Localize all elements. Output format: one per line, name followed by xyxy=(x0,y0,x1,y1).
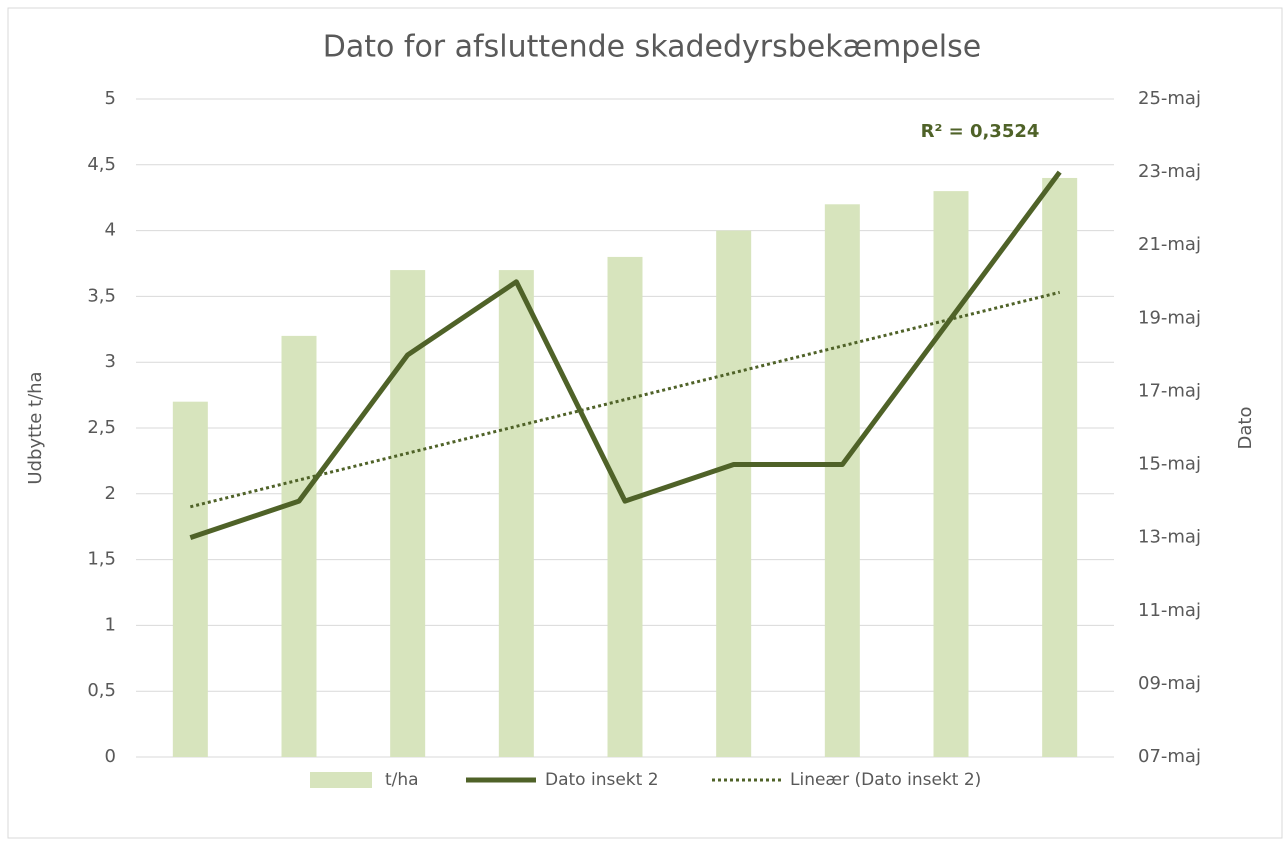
y2-tick-label: 15-maj xyxy=(1138,454,1201,475)
bar xyxy=(172,401,208,757)
bar xyxy=(716,230,752,758)
y-axis-title: Udbytte t/ha xyxy=(25,371,46,484)
y2-tick-label: 13-maj xyxy=(1138,527,1201,548)
y2-axis-title: Dato xyxy=(1235,407,1256,450)
legend-label: Lineær (Dato insekt 2) xyxy=(790,770,981,790)
y-tick-label: 0 xyxy=(105,746,116,767)
legend-label: t/ha xyxy=(385,770,419,790)
y-tick-label: 3 xyxy=(105,351,116,372)
bar xyxy=(390,270,426,757)
y-tick-label: 2 xyxy=(105,483,116,504)
bar xyxy=(607,256,643,757)
y2-tick-label: 21-maj xyxy=(1138,234,1201,255)
y-tick-label: 4,5 xyxy=(87,154,116,175)
y2-tick-label: 17-maj xyxy=(1138,380,1201,401)
y2-tick-label: 19-maj xyxy=(1138,307,1201,328)
y-tick-label: 1 xyxy=(105,614,116,635)
trendline xyxy=(189,290,1061,509)
bar xyxy=(824,204,860,757)
y-tick-label: 1,5 xyxy=(87,549,116,570)
y-tick-label: 2,5 xyxy=(87,417,116,438)
trendline-annotation: R² = 0,3524 xyxy=(921,121,1040,142)
y2-tick-label: 09-maj xyxy=(1138,673,1201,694)
bar xyxy=(1042,177,1078,757)
legend-swatch xyxy=(310,772,372,788)
y2-tick-label: 25-maj xyxy=(1138,88,1201,109)
bar xyxy=(498,270,534,757)
legend-label: Dato insekt 2 xyxy=(545,770,659,790)
y2-tick-label: 11-maj xyxy=(1138,600,1201,621)
line-series xyxy=(189,170,1062,541)
y2-tick-label: 23-maj xyxy=(1138,161,1201,182)
y2-tick-label: 07-maj xyxy=(1138,746,1201,767)
y-tick-label: 5 xyxy=(105,88,116,109)
y-tick-label: 3,5 xyxy=(87,285,116,306)
y-tick-label: 4 xyxy=(105,220,116,241)
bar xyxy=(281,335,317,757)
y-tick-label: 0,5 xyxy=(87,680,116,701)
bar xyxy=(933,191,969,757)
chart-title: Dato for afsluttende skadedyrsbekæmpelse xyxy=(323,30,981,65)
